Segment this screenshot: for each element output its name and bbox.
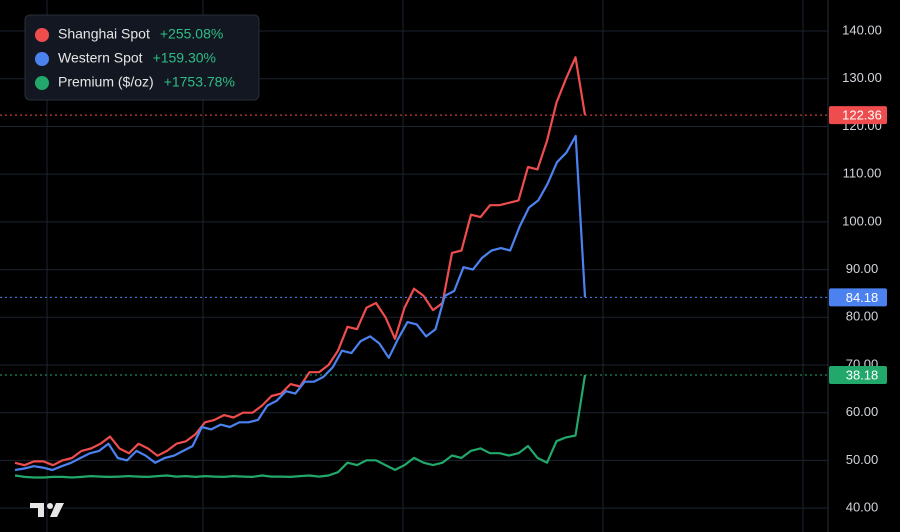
y-tick-label: 40.00 (846, 500, 879, 515)
plot (0, 56, 828, 479)
y-tick-label: 60.00 (846, 404, 879, 419)
legend-marker (35, 76, 49, 90)
y-tick-label: 80.00 (846, 309, 879, 324)
series-line (14, 134, 587, 472)
last-value-tag (829, 365, 887, 384)
legend-name: Shanghai Spot (58, 26, 150, 42)
y-tick-label: 140.00 (842, 22, 882, 37)
last-value-label: 84.18 (846, 290, 879, 305)
last-value-label: 38.18 (846, 367, 879, 382)
y-tick-label: 50.00 (846, 452, 879, 467)
legend-change: +1753.78% (164, 74, 235, 90)
last-value-tag (829, 106, 887, 125)
legend-box (24, 14, 260, 101)
legend-name: Premium ($/oz) (58, 74, 154, 90)
legend-name: Western Spot (58, 50, 143, 66)
y-tick-label: 110.00 (843, 166, 882, 181)
last-value-tag (829, 288, 887, 307)
y-tick-label: 100.00 (842, 213, 882, 228)
y-axis: 40.0050.0060.0070.0080.0090.00100.00110.… (829, 22, 887, 515)
y-tick-label: 90.00 (846, 261, 879, 276)
logo-part (30, 503, 44, 517)
legend-change: +159.30% (153, 50, 216, 66)
series-line (14, 374, 587, 479)
logo-part (50, 503, 64, 517)
logo-part (47, 503, 53, 509)
tradingview-logo (30, 503, 64, 517)
last-value-label: 122.36 (842, 108, 882, 123)
legend-marker (35, 28, 49, 42)
legend-change: +255.08% (160, 26, 223, 42)
y-tick-label: 130.00 (842, 70, 882, 85)
legend-marker (35, 52, 49, 66)
legend: Shanghai Spot +255.08% Western Spot +159.30… (24, 14, 260, 101)
